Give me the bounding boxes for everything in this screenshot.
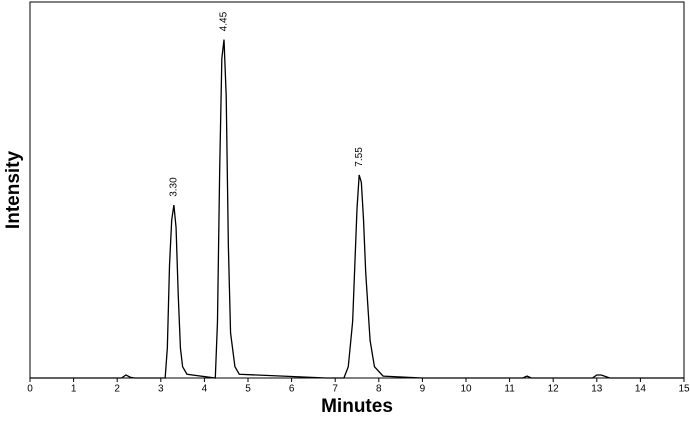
chromatogram-line [30, 39, 684, 379]
x-tick-label: 11 [504, 384, 515, 395]
x-tick-label: 10 [460, 384, 472, 395]
x-axis-title: Minutes [321, 396, 393, 417]
x-tick-label: 8 [376, 384, 382, 395]
x-tick-label: 5 [245, 384, 251, 395]
x-tick-label: 1 [71, 384, 77, 395]
y-axis-title: Intensity [3, 151, 24, 230]
peak-label: 3.30 [169, 177, 180, 197]
x-tick-label: 2 [114, 384, 120, 395]
x-tick-label: 4 [202, 384, 208, 395]
x-tick-label: 15 [678, 384, 690, 395]
peak-label: 7.55 [354, 147, 365, 167]
x-tick-label: 14 [635, 384, 647, 395]
x-tick-label: 7 [332, 384, 338, 395]
peak-label: 4.45 [219, 11, 230, 31]
x-tick-label: 6 [289, 384, 295, 395]
x-tick-label: 13 [591, 384, 603, 395]
x-tick-label: 9 [420, 384, 426, 395]
plot-frame [29, 1, 685, 379]
x-tick-label: 0 [27, 384, 33, 395]
x-tick-label: 12 [548, 384, 560, 395]
x-tick-label: 3 [158, 384, 164, 395]
